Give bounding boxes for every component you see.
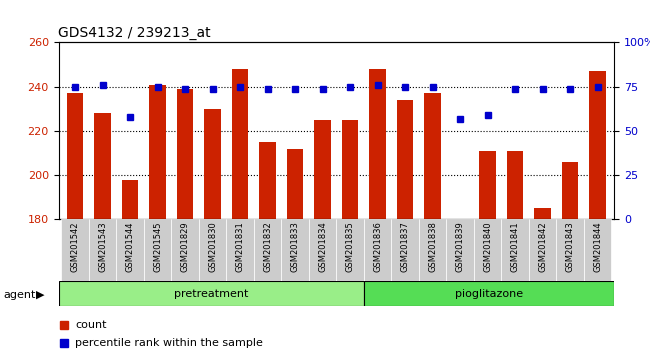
- Bar: [590, 71, 606, 219]
- Bar: [116, 219, 144, 281]
- Bar: [480, 151, 496, 219]
- Bar: [529, 219, 556, 281]
- Text: GSM201543: GSM201543: [98, 221, 107, 272]
- Text: GSM201836: GSM201836: [373, 221, 382, 272]
- Text: GSM201832: GSM201832: [263, 221, 272, 272]
- Text: GSM201830: GSM201830: [208, 221, 217, 272]
- Text: GSM201835: GSM201835: [346, 221, 355, 272]
- Text: percentile rank within the sample: percentile rank within the sample: [75, 338, 263, 348]
- Bar: [259, 142, 276, 219]
- Bar: [315, 120, 331, 219]
- Bar: [501, 219, 529, 281]
- Bar: [287, 149, 304, 219]
- Text: agent: agent: [3, 290, 36, 299]
- Text: GSM201837: GSM201837: [400, 221, 410, 272]
- Bar: [94, 113, 111, 219]
- Bar: [67, 93, 83, 219]
- Text: GSM201838: GSM201838: [428, 221, 437, 272]
- Bar: [58, 281, 364, 306]
- Bar: [337, 219, 364, 281]
- Text: GSM201843: GSM201843: [566, 221, 575, 272]
- Text: GSM201840: GSM201840: [483, 221, 492, 272]
- Bar: [369, 69, 386, 219]
- Bar: [122, 179, 138, 219]
- Bar: [364, 219, 391, 281]
- Bar: [419, 219, 447, 281]
- Bar: [397, 100, 413, 219]
- Text: GSM201841: GSM201841: [511, 221, 520, 272]
- Bar: [424, 93, 441, 219]
- Bar: [232, 69, 248, 219]
- Bar: [199, 219, 226, 281]
- Bar: [584, 219, 612, 281]
- Text: GSM201844: GSM201844: [593, 221, 603, 272]
- Bar: [61, 219, 89, 281]
- Bar: [556, 219, 584, 281]
- Text: GSM201545: GSM201545: [153, 221, 162, 272]
- Bar: [562, 162, 578, 219]
- Bar: [144, 219, 172, 281]
- Text: GSM201833: GSM201833: [291, 221, 300, 272]
- Text: GSM201834: GSM201834: [318, 221, 327, 272]
- Text: GSM201839: GSM201839: [456, 221, 465, 272]
- Text: GSM201542: GSM201542: [70, 221, 79, 272]
- Text: pioglitazone: pioglitazone: [455, 289, 523, 299]
- Text: count: count: [75, 320, 107, 330]
- Text: GSM201544: GSM201544: [125, 221, 135, 272]
- Bar: [474, 219, 501, 281]
- Bar: [150, 85, 166, 219]
- Text: ▶: ▶: [36, 290, 44, 299]
- Text: GDS4132 / 239213_at: GDS4132 / 239213_at: [58, 26, 211, 40]
- Bar: [226, 219, 254, 281]
- Text: GSM201831: GSM201831: [235, 221, 244, 272]
- Bar: [309, 219, 337, 281]
- Bar: [534, 209, 551, 219]
- Bar: [364, 281, 614, 306]
- Text: pretreatment: pretreatment: [174, 289, 248, 299]
- Bar: [254, 219, 281, 281]
- Bar: [281, 219, 309, 281]
- Text: GSM201842: GSM201842: [538, 221, 547, 272]
- Bar: [177, 89, 193, 219]
- Bar: [89, 219, 116, 281]
- Bar: [342, 120, 358, 219]
- Bar: [447, 219, 474, 281]
- Text: GSM201829: GSM201829: [181, 221, 190, 272]
- Bar: [507, 151, 523, 219]
- Bar: [391, 219, 419, 281]
- Bar: [204, 109, 221, 219]
- Bar: [172, 219, 199, 281]
